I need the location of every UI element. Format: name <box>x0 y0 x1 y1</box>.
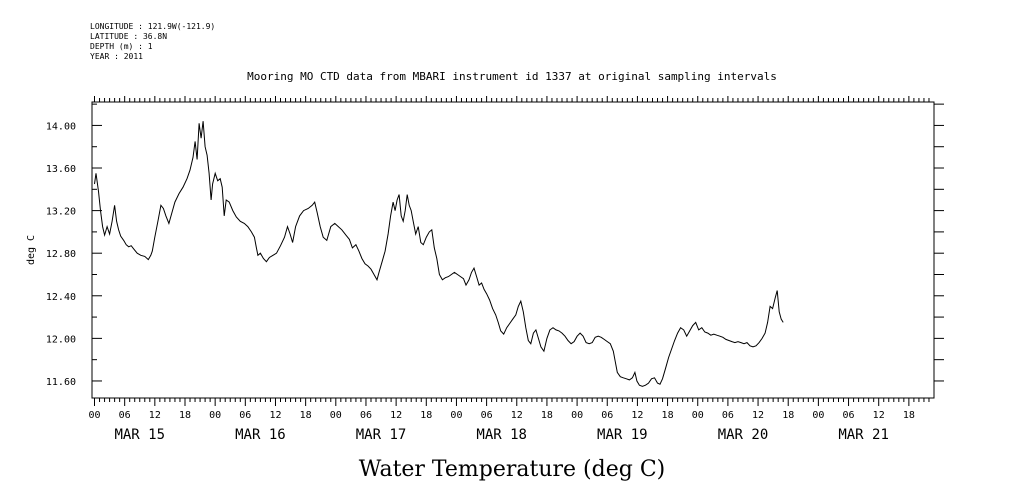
x-hour-label: 06 <box>843 410 855 421</box>
x-hour-label: 12 <box>269 410 281 421</box>
x-hour-label: 18 <box>300 410 312 421</box>
longitude-label: LONGITUDE : 121.9W(-121.9) <box>90 22 216 31</box>
y-tick-label: 12.80 <box>46 249 76 260</box>
x-hour-label: 00 <box>571 410 583 421</box>
x-hour-label: 12 <box>752 410 764 421</box>
latitude-label: LATITUDE : 36.8N <box>90 32 168 41</box>
x-hour-label: 00 <box>450 410 462 421</box>
x-hour-label: 00 <box>88 410 100 421</box>
y-tick-label: 12.40 <box>46 292 76 303</box>
x-hour-label: 18 <box>179 410 191 421</box>
x-hour-label: 06 <box>481 410 493 421</box>
x-date-label: MAR 17 <box>356 427 407 443</box>
x-hour-label: 18 <box>420 410 432 421</box>
x-hour-label: 12 <box>511 410 523 421</box>
x-date-label: MAR 15 <box>114 427 165 443</box>
x-hour-label: 00 <box>692 410 704 421</box>
depth-label: DEPTH (m) : 1 <box>90 42 153 51</box>
x-hour-label: 06 <box>601 410 613 421</box>
year-label: YEAR : 2011 <box>90 52 143 61</box>
x-date-label: MAR 16 <box>235 427 286 443</box>
x-hour-label: 12 <box>390 410 402 421</box>
x-hour-label: 18 <box>782 410 794 421</box>
x-hour-label: 06 <box>239 410 251 421</box>
metadata-block: LONGITUDE : 121.9W(-121.9) LATITUDE : 36… <box>90 22 215 62</box>
x-date-label: MAR 21 <box>838 427 889 443</box>
x-axis-label: Water Temperature (deg C) <box>359 457 666 482</box>
x-hour-label: 18 <box>541 410 553 421</box>
x-date-label: MAR 20 <box>718 427 769 443</box>
y-axis-label: deg C <box>26 235 37 265</box>
x-hour-label: 06 <box>119 410 131 421</box>
x-hour-label: 18 <box>903 410 915 421</box>
chart-title: Mooring MO CTD data from MBARI instrumen… <box>247 70 777 83</box>
x-date-label: MAR 18 <box>476 427 527 443</box>
x-date-label: MAR 19 <box>597 427 648 443</box>
axis-ticks <box>92 96 944 406</box>
y-tick-label: 12.00 <box>46 334 76 345</box>
x-hour-label: 00 <box>209 410 221 421</box>
y-tick-label: 14.00 <box>46 121 76 132</box>
series-line <box>94 121 784 387</box>
y-tick-label: 11.60 <box>46 377 76 388</box>
plot-frame <box>91 101 935 399</box>
y-tick-label: 13.60 <box>46 164 76 175</box>
y-tick-label: 13.20 <box>46 207 76 218</box>
x-hour-label: 00 <box>812 410 824 421</box>
y-tick-labels: 11.60 12.00 12.40 12.80 13.20 13.60 14.00 <box>46 121 76 388</box>
x-tick-labels: 00 06 12 18 MAR 15 00 06 12 18 MAR 16 00 06 12 18 MAR … <box>88 410 914 443</box>
x-hour-label: 12 <box>149 410 161 421</box>
x-hour-label: 18 <box>662 410 674 421</box>
x-hour-label: 06 <box>360 410 372 421</box>
x-hour-label: 00 <box>330 410 342 421</box>
x-hour-label: 06 <box>722 410 734 421</box>
x-hour-label: 12 <box>631 410 643 421</box>
x-hour-label: 12 <box>873 410 885 421</box>
